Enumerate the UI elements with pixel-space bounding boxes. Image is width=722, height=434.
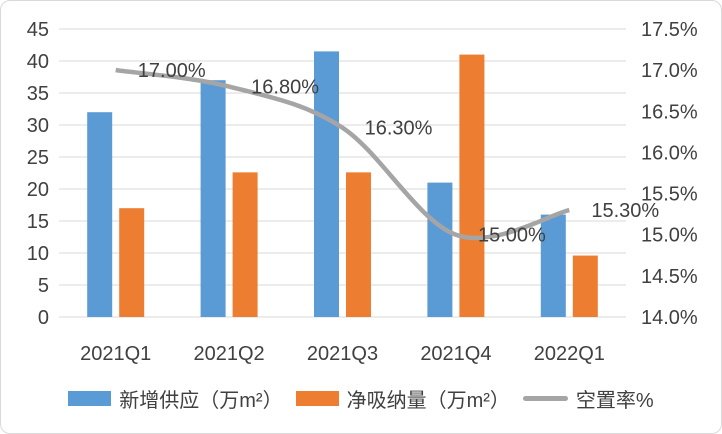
- bar-new-supply-2021q3: [314, 51, 339, 318]
- legend-label-new-supply: 新增供应（万m²）: [119, 390, 283, 412]
- right-axis-tick: 16.0%: [641, 142, 698, 164]
- left-axis-tick: 30: [27, 115, 49, 137]
- legend-label-vacancy-rate: 空置率%: [575, 390, 654, 412]
- x-axis-label: 2021Q4: [420, 343, 491, 365]
- legend-label-net-absorption: 净吸纳量（万m²）: [346, 390, 510, 412]
- line-data-label: 17.00%: [138, 60, 206, 82]
- chart-legend: 新增供应（万m²） 净吸纳量（万m²） 空置率%: [1, 384, 721, 413]
- bar-new-supply-2021q4: [427, 182, 453, 317]
- x-axis-label: 2021Q1: [80, 343, 151, 365]
- vacancy-rate-line: [115, 67, 570, 241]
- left-axis-tick: 20: [27, 179, 49, 201]
- right-axis-tick: 16.5%: [641, 101, 698, 123]
- left-axis-tick: 25: [27, 147, 49, 169]
- right-axis-tick: 17.0%: [641, 60, 698, 82]
- legend-swatch-vacancy-rate-icon: [522, 396, 568, 401]
- legend-item-vacancy-rate: 空置率%: [522, 384, 654, 413]
- left-axis-tick: 10: [27, 243, 49, 265]
- right-axis-tick: 15.0%: [641, 225, 698, 247]
- line-data-label: 15.00%: [478, 225, 546, 247]
- bar-new-supply-2021q1: [87, 112, 113, 317]
- x-axis-label: 2021Q2: [194, 343, 265, 365]
- right-axis-tick: 14.5%: [641, 266, 698, 288]
- left-axis-tick: 40: [27, 51, 49, 73]
- left-axis-tick: 5: [38, 275, 49, 297]
- legend-item-new-supply: 新增供应（万m²）: [68, 384, 283, 413]
- bar-net-absorption-2021q3: [346, 172, 371, 317]
- x-axis-label: 2021Q3: [307, 343, 378, 365]
- bar-net-absorption-2021q4: [459, 54, 485, 317]
- right-axis-tick: 14.0%: [641, 307, 698, 329]
- left-axis-tick: 35: [27, 83, 49, 105]
- bar-net-absorption-2021q1: [119, 208, 145, 317]
- right-axis-tick: 15.5%: [641, 184, 698, 206]
- left-axis-tick: 45: [27, 19, 49, 41]
- bar-net-absorption-2022q1: [572, 255, 598, 317]
- right-axis-tick: 17.5%: [641, 19, 698, 41]
- line-data-label: 16.80%: [251, 77, 319, 99]
- x-axis-label: 2022Q1: [534, 343, 605, 365]
- legend-swatch-new-supply-icon: [68, 391, 112, 406]
- legend-item-net-absorption: 净吸纳量（万m²）: [295, 384, 510, 413]
- bar-new-supply-2021q2: [200, 80, 226, 317]
- left-axis-tick: 15: [27, 211, 49, 233]
- line-data-label: 16.30%: [365, 118, 433, 140]
- bar-net-absorption-2021q2: [232, 172, 258, 317]
- legend-swatch-net-absorption-icon: [295, 391, 339, 406]
- left-axis-tick: 0: [38, 307, 49, 329]
- bar-new-supply-2022q1: [540, 214, 566, 317]
- line-data-label: 15.30%: [591, 200, 659, 222]
